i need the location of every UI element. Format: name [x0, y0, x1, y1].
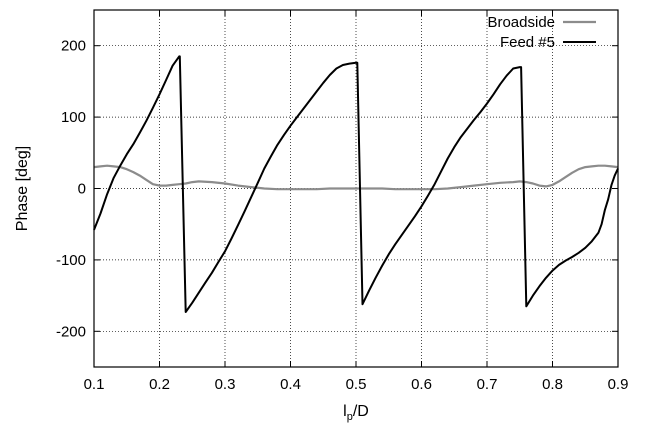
- x-tick-label: 0.7: [477, 376, 498, 393]
- y-axis-label: Phase [deg]: [14, 146, 31, 231]
- legend: Broadside Feed #5: [487, 14, 596, 51]
- tick-labels: 0.1 0.2 0.3 0.4 0.5 0.6 0.7 0.8 0.9 -200 -100 0 100 2…: [56, 38, 628, 393]
- y-tick-label: 200: [61, 38, 86, 55]
- legend-label-feed-5: Feed #5: [500, 34, 555, 51]
- x-tick-label: 0.8: [542, 376, 563, 393]
- x-tick-label: 0.2: [149, 376, 170, 393]
- series-line-feed-5: [93, 55, 619, 313]
- x-axis-label-main: l: [343, 403, 347, 420]
- y-tick-label: -100: [56, 252, 86, 269]
- x-tick-label: 0.6: [411, 376, 432, 393]
- legend-label-broadside: Broadside: [487, 14, 555, 31]
- x-tick-label: 0.1: [84, 376, 105, 393]
- x-axis-label-tail: /D: [353, 403, 369, 420]
- plot-frame: [93, 9, 619, 368]
- x-tick-label: 0.5: [346, 376, 367, 393]
- x-axis-label-subscript: p: [347, 411, 353, 423]
- y-tick-label: -200: [56, 323, 86, 340]
- x-axis-label: lp/D: [343, 403, 369, 423]
- x-tick-label: 0.3: [215, 376, 236, 393]
- x-tick-label: 0.4: [280, 376, 301, 393]
- series-lines: [93, 55, 619, 313]
- series-line-broadside: [93, 164, 619, 191]
- y-tick-label: 0: [78, 181, 86, 198]
- y-tick-label: 100: [61, 109, 86, 126]
- x-tick-label: 0.9: [608, 376, 629, 393]
